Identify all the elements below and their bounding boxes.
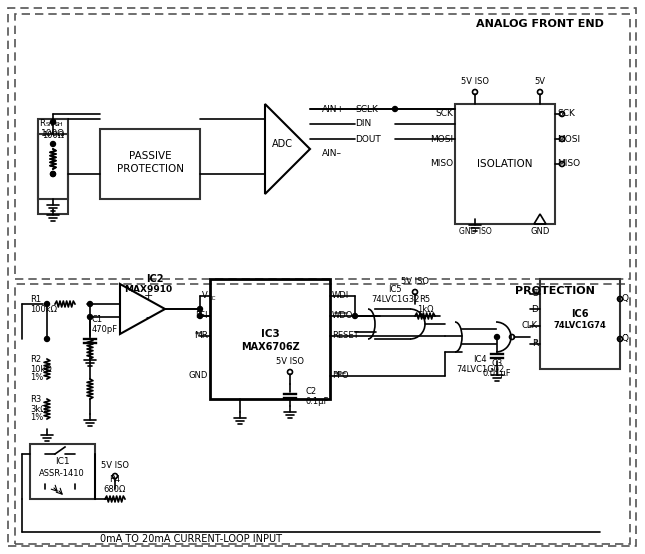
Text: IC1: IC1 bbox=[55, 458, 69, 466]
Text: +: + bbox=[143, 291, 153, 301]
Text: PROTECTION: PROTECTION bbox=[117, 164, 183, 174]
Circle shape bbox=[393, 106, 397, 111]
Text: ANALOG FRONT END: ANALOG FRONT END bbox=[476, 19, 604, 29]
Text: MR: MR bbox=[194, 331, 208, 341]
Text: 100Ω: 100Ω bbox=[41, 130, 65, 138]
Text: SCLK: SCLK bbox=[355, 105, 378, 114]
Circle shape bbox=[50, 172, 55, 177]
Text: GND: GND bbox=[188, 372, 208, 381]
Text: 1%: 1% bbox=[30, 373, 43, 382]
Circle shape bbox=[88, 315, 92, 320]
Circle shape bbox=[50, 172, 55, 177]
Text: R2: R2 bbox=[30, 355, 41, 363]
Text: 5V ISO: 5V ISO bbox=[461, 76, 489, 85]
Text: CC: CC bbox=[209, 295, 217, 300]
Text: ADC: ADC bbox=[272, 139, 292, 149]
Text: R1: R1 bbox=[30, 295, 41, 304]
Text: SH: SH bbox=[55, 121, 64, 126]
Text: RESET: RESET bbox=[332, 331, 359, 341]
Text: –: – bbox=[145, 312, 151, 322]
Circle shape bbox=[495, 335, 499, 340]
Text: GND: GND bbox=[530, 227, 550, 235]
Text: 100Ω: 100Ω bbox=[42, 131, 64, 141]
Text: 1%: 1% bbox=[30, 413, 43, 423]
Text: V: V bbox=[203, 291, 208, 300]
Text: IC3: IC3 bbox=[261, 329, 279, 339]
Text: MOSI: MOSI bbox=[557, 135, 580, 143]
Text: R3: R3 bbox=[30, 394, 41, 403]
Text: DOUT: DOUT bbox=[355, 135, 381, 143]
Text: CLK: CLK bbox=[522, 321, 538, 331]
Text: 5V ISO: 5V ISO bbox=[401, 278, 429, 286]
Text: MAX6706Z: MAX6706Z bbox=[241, 342, 299, 352]
Text: SCK: SCK bbox=[435, 110, 453, 119]
Text: 680Ω: 680Ω bbox=[104, 485, 126, 494]
Text: 100kΩ: 100kΩ bbox=[30, 305, 57, 314]
Text: WDO: WDO bbox=[332, 311, 353, 321]
Text: C3: C3 bbox=[491, 360, 502, 368]
Text: R: R bbox=[531, 340, 538, 348]
Circle shape bbox=[353, 314, 357, 319]
Text: 470pF: 470pF bbox=[92, 325, 118, 334]
Text: PROTECTION: PROTECTION bbox=[515, 286, 595, 296]
Text: ASSR-1410: ASSR-1410 bbox=[39, 469, 85, 479]
Text: R: R bbox=[39, 120, 45, 129]
Circle shape bbox=[45, 301, 50, 306]
Text: MAX9910: MAX9910 bbox=[124, 285, 172, 294]
Text: IC4: IC4 bbox=[473, 355, 487, 363]
Text: 74LVC1G02: 74LVC1G02 bbox=[456, 365, 504, 373]
Text: PFO: PFO bbox=[332, 372, 349, 381]
Text: AIN–: AIN– bbox=[322, 150, 342, 158]
Text: 5V: 5V bbox=[535, 76, 546, 85]
Text: ISOLATION: ISOLATION bbox=[477, 159, 533, 169]
Text: AIN+: AIN+ bbox=[322, 105, 345, 114]
Text: MISO: MISO bbox=[430, 160, 453, 168]
Text: IC2: IC2 bbox=[146, 274, 164, 284]
Text: PASSIVE: PASSIVE bbox=[129, 151, 172, 161]
Text: IC5: IC5 bbox=[388, 285, 402, 294]
Text: S: S bbox=[532, 290, 538, 299]
Text: 0.01µF: 0.01µF bbox=[482, 370, 511, 378]
Text: 0.1µF: 0.1µF bbox=[305, 397, 328, 406]
Text: 74LVC1G32: 74LVC1G32 bbox=[371, 295, 419, 304]
Text: C2: C2 bbox=[305, 387, 316, 396]
Circle shape bbox=[45, 336, 50, 341]
Text: D: D bbox=[531, 305, 538, 314]
Circle shape bbox=[50, 120, 55, 125]
Text: R: R bbox=[50, 120, 56, 129]
Text: R5: R5 bbox=[419, 295, 431, 304]
Text: MOSI: MOSI bbox=[430, 135, 453, 143]
Text: 0mA TO 20mA CURRENT-LOOP INPUT: 0mA TO 20mA CURRENT-LOOP INPUT bbox=[100, 534, 282, 544]
Circle shape bbox=[197, 314, 203, 319]
Text: SH: SH bbox=[46, 121, 53, 126]
Text: C1: C1 bbox=[92, 315, 103, 324]
Text: IC6: IC6 bbox=[571, 309, 589, 319]
Text: 74LVC1G74: 74LVC1G74 bbox=[553, 321, 606, 331]
Text: 3kΩ: 3kΩ bbox=[30, 404, 46, 413]
Text: Q: Q bbox=[622, 295, 629, 304]
Text: SCK: SCK bbox=[557, 110, 575, 119]
Text: PFI: PFI bbox=[195, 311, 208, 321]
Circle shape bbox=[50, 141, 55, 146]
Text: 10kΩ: 10kΩ bbox=[30, 365, 52, 373]
Text: GND ISO: GND ISO bbox=[459, 227, 491, 235]
Text: R4: R4 bbox=[110, 474, 121, 484]
Circle shape bbox=[197, 306, 203, 311]
Text: DIN: DIN bbox=[355, 120, 372, 129]
Text: Q̄: Q̄ bbox=[622, 335, 629, 343]
Text: WDI: WDI bbox=[332, 291, 349, 300]
Text: 5V ISO: 5V ISO bbox=[276, 357, 304, 367]
Text: MISO: MISO bbox=[557, 160, 580, 168]
Circle shape bbox=[88, 301, 92, 306]
Text: 5V ISO: 5V ISO bbox=[101, 461, 129, 470]
Text: 1kΩ: 1kΩ bbox=[417, 305, 433, 314]
